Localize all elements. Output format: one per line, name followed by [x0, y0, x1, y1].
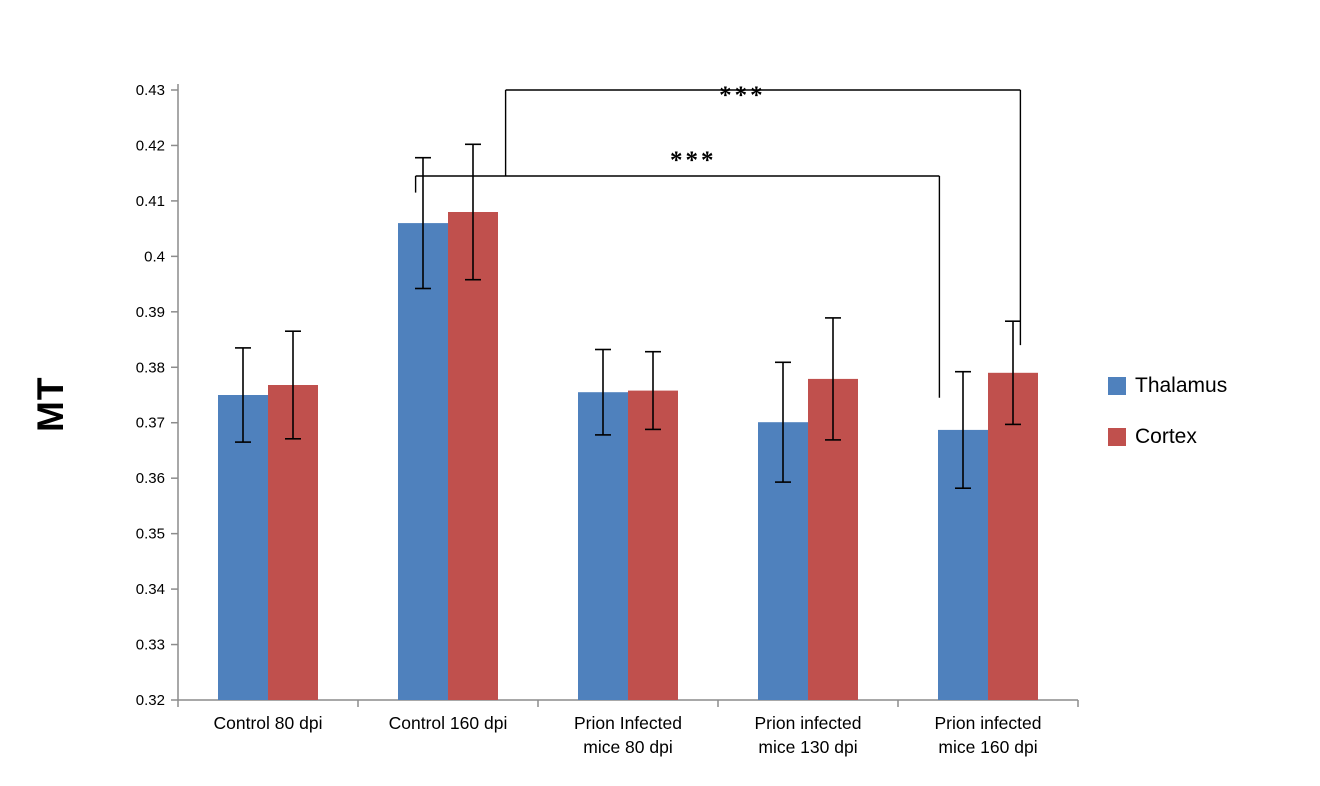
- svg-text:0.4: 0.4: [144, 248, 165, 265]
- bar-thalamus-2: [578, 392, 628, 700]
- thalamus-color-swatch: [1108, 377, 1126, 395]
- svg-text:mice 80 dpi: mice 80 dpi: [583, 737, 673, 757]
- axes: 0.32 0.33 0.34 0.35 0.36 0.37 0.38 0.39 0.4 0.41 0…: [136, 82, 1079, 709]
- legend-item-cortex: Cortex: [1108, 425, 1227, 449]
- svg-text:mice 130 dpi: mice 130 dpi: [758, 737, 857, 757]
- svg-text:Control 80 dpi: Control 80 dpi: [214, 713, 323, 733]
- category-labels: Control 80 dpi Control 160 dpi Prion Infec…: [214, 713, 1042, 757]
- significance-brackets: *** ***: [414, 82, 1022, 398]
- svg-text:0.41: 0.41: [136, 193, 165, 210]
- svg-text:0.39: 0.39: [136, 304, 165, 321]
- significance-stars-1: ***: [719, 82, 766, 109]
- svg-text:Prion infected: Prion infected: [754, 713, 861, 733]
- svg-text:Control 160 dpi: Control 160 dpi: [389, 713, 508, 733]
- svg-text:0.33: 0.33: [136, 637, 165, 654]
- svg-text:0.43: 0.43: [136, 82, 165, 99]
- svg-text:0.37: 0.37: [136, 415, 165, 432]
- bar-cortex-2: [628, 390, 678, 700]
- bar-thalamus-0: [218, 395, 268, 700]
- svg-text:0.42: 0.42: [136, 137, 165, 154]
- svg-text:mice 160 dpi: mice 160 dpi: [938, 737, 1037, 757]
- cortex-color-swatch: [1108, 428, 1126, 446]
- bar-thalamus-1: [398, 223, 448, 700]
- svg-text:0.36: 0.36: [136, 470, 165, 487]
- legend: Thalamus Cortex: [1108, 374, 1227, 476]
- legend-label-cortex: Cortex: [1135, 425, 1197, 448]
- svg-text:Prion infected: Prion infected: [934, 713, 1041, 733]
- svg-text:0.32: 0.32: [136, 692, 165, 709]
- bar-cortex-4: [988, 372, 1038, 700]
- svg-text:0.35: 0.35: [136, 526, 165, 543]
- error-bars: [235, 143, 1021, 490]
- svg-text:0.34: 0.34: [136, 581, 165, 598]
- bar-cortex-1: [448, 212, 498, 700]
- legend-item-thalamus: Thalamus: [1108, 374, 1227, 398]
- bars: [218, 212, 1038, 700]
- svg-text:Prion Infected: Prion Infected: [574, 713, 682, 733]
- significance-stars-0: ***: [670, 147, 717, 174]
- legend-label-thalamus: Thalamus: [1135, 374, 1228, 397]
- svg-text:0.38: 0.38: [136, 359, 165, 376]
